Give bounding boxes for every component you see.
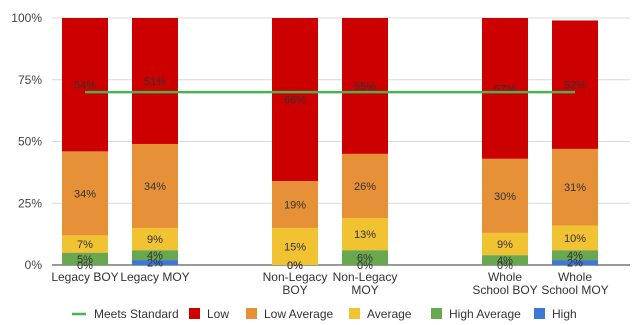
data-label: 2% <box>147 258 163 270</box>
legend-swatch <box>349 308 360 319</box>
data-label: 31% <box>564 182 586 194</box>
legend-label: Low Average <box>264 307 333 321</box>
bar-data-labels: 0%5%7%34%54%2%4%9%34%51%0%0%15%19%66%0%6… <box>74 76 586 272</box>
bar-segment <box>482 255 528 265</box>
bar-segment <box>482 158 528 233</box>
data-label: 51% <box>144 76 166 88</box>
x-tick-label: Legacy BOY <box>51 270 118 284</box>
legend-swatch <box>431 308 442 319</box>
data-label: 0% <box>497 260 513 272</box>
x-axis: Legacy BOY Legacy MOY Non-LegacyBOYNon-Leg… <box>51 270 608 297</box>
data-label: 66% <box>284 95 306 107</box>
bar-segment <box>552 20 598 149</box>
bar-segment <box>342 250 388 265</box>
bar-segment <box>482 18 528 159</box>
x-tick-label: Legacy MOY <box>120 270 189 284</box>
data-label: 0% <box>287 260 303 272</box>
data-label: 30% <box>494 191 516 203</box>
x-tick-label: BOY <box>282 283 307 297</box>
bar-segment <box>482 232 528 256</box>
data-label: 2% <box>567 258 583 270</box>
legend-label: High <box>552 307 577 321</box>
data-label: 4% <box>147 250 163 262</box>
data-label: 0% <box>287 260 303 272</box>
data-label: 55% <box>354 81 376 93</box>
data-label: 9% <box>497 239 513 251</box>
bar-segment <box>552 250 598 261</box>
bar-segment <box>272 18 318 182</box>
bar-segment <box>272 227 318 265</box>
data-label: 15% <box>284 241 306 253</box>
bar-segment <box>62 252 108 265</box>
x-tick-label: MOY <box>351 283 378 297</box>
bar-segment <box>272 181 318 228</box>
data-label: 5% <box>77 254 93 266</box>
data-label: 13% <box>354 229 376 241</box>
data-label: 10% <box>564 233 586 245</box>
x-tick-label: Non-Legacy <box>333 270 398 284</box>
data-label: 7% <box>77 239 93 251</box>
y-axis: 0% 25% 50% 75% 100% <box>11 11 42 272</box>
bar-segment <box>62 18 108 152</box>
data-label: 4% <box>567 250 583 262</box>
y-tick-label: 0% <box>25 258 43 272</box>
bar-segment <box>132 143 178 228</box>
bar-segment <box>342 18 388 154</box>
y-tick-label: 25% <box>18 196 42 210</box>
bar-segment <box>552 225 598 251</box>
data-label: 52% <box>564 80 586 92</box>
bar-segment <box>132 260 178 265</box>
legend-swatch <box>534 308 545 319</box>
legend-label: High Average <box>449 307 521 321</box>
bar-segment <box>132 250 178 261</box>
legend-swatch <box>246 308 257 319</box>
bar-segment <box>62 235 108 253</box>
data-label: 9% <box>147 234 163 246</box>
data-label: 6% <box>357 253 373 265</box>
y-tick-label: 100% <box>11 11 42 25</box>
bar-segment <box>342 153 388 219</box>
y-tick-label: 50% <box>18 135 42 149</box>
data-label: 34% <box>74 188 96 200</box>
x-tick-label: School BOY <box>472 283 537 297</box>
y-tick-label: 75% <box>18 73 42 87</box>
legend: Meets Standard Low Low Average Average High … <box>72 307 577 321</box>
bar-segment <box>132 227 178 251</box>
data-label: 19% <box>284 199 306 211</box>
bar-segment <box>552 260 598 265</box>
legend-label: Average <box>367 307 412 321</box>
x-tick-label: Whole <box>558 270 592 284</box>
legend-label: Low <box>207 307 229 321</box>
data-label: 26% <box>354 181 376 193</box>
data-label: 54% <box>74 80 96 92</box>
bar-segment <box>552 148 598 226</box>
data-label: 4% <box>497 255 513 267</box>
x-tick-label: School MOY <box>541 283 608 297</box>
bar-segment <box>132 18 178 144</box>
bar-segment <box>342 218 388 251</box>
data-label: 34% <box>144 181 166 193</box>
x-tick-label: Non-Legacy <box>263 270 328 284</box>
legend-swatch <box>189 308 200 319</box>
legend-label: Meets Standard <box>94 307 179 321</box>
x-tick-label: Whole <box>488 270 522 284</box>
bar-segment <box>62 151 108 236</box>
data-label: 0% <box>357 260 373 272</box>
data-label: 0% <box>77 260 93 272</box>
bars <box>62 18 598 265</box>
data-label: 57% <box>494 83 516 95</box>
